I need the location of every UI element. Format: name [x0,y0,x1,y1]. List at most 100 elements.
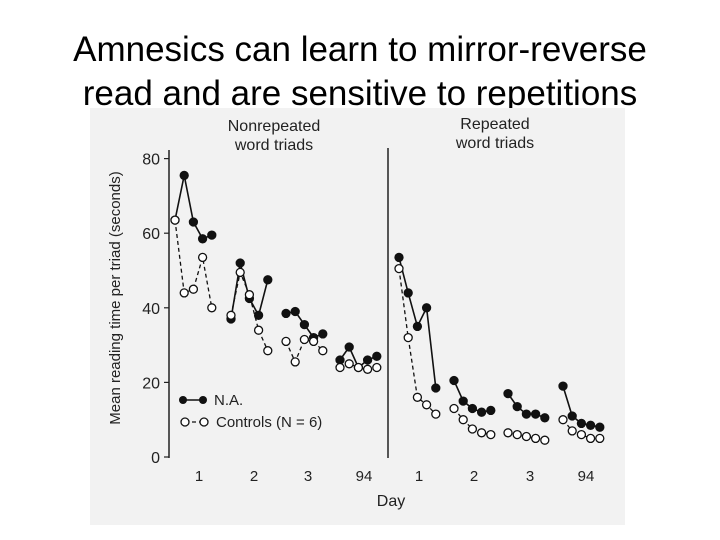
controls-data-point [431,409,441,419]
controls-data-point [449,403,459,414]
panel-left-title-line-1: Nonrepeated [228,118,321,135]
controls-data-point [576,429,587,440]
controls-data-point [458,415,468,425]
controls-data-point [467,424,478,434]
controls-data-point [512,429,522,440]
legend-controls-label: Controls (N = 6) [216,414,322,431]
day-tick-label: 3 [304,468,312,485]
na-data-point [179,170,189,181]
reading-time-chart: Mean reading time per triad (seconds) No… [107,116,605,510]
y-axis-label: Mean reading time per triad (seconds) [107,171,124,424]
controls-data-point [207,303,217,313]
controls-data-point [421,400,432,410]
controls-data-point [179,288,189,298]
na-data-point [188,217,199,227]
controls-data-point [281,336,291,347]
controls-data-point [486,429,496,440]
controls-data-point [476,428,487,438]
controls-series-line [453,408,491,436]
controls-data-point [197,252,208,263]
panel-right-title-line-1: Repeated [460,116,529,133]
controls-data-point [558,415,568,425]
y-tick-label: 0 [151,450,160,467]
controls-data-point [308,336,319,347]
controls-data-point [299,334,310,345]
na-data-point [412,321,423,332]
controls-data-point [263,346,273,356]
controls-data-point [540,435,550,445]
controls-data-point [344,359,354,369]
controls-data-point [362,364,373,374]
controls-data-point [318,346,328,356]
panel-left-title-line-2: word triads [234,137,313,154]
na-data-point [431,383,441,393]
controls-data-point [372,362,382,373]
na-data-point [403,288,413,298]
y-tick-label: 40 [142,301,160,318]
legend-na-marker [179,396,187,404]
y-axis-ticks: 0 20 40 60 80 [142,152,169,467]
y-tick-label: 60 [142,226,160,243]
day-tick-label: 94 [356,468,373,485]
na-data-point [362,355,373,365]
na-data-point [263,275,273,285]
na-data-point [540,413,550,423]
legend-controls-marker [180,417,190,427]
legend-na-label: N.A. [214,392,243,409]
na-data-point [344,342,354,352]
na-data-point [521,409,532,419]
controls-series-line [174,220,213,308]
na-data-point [207,230,217,240]
controls-data-point [226,310,236,320]
controls-data-point [235,267,245,278]
controls-data-point [394,263,404,274]
day-tick-label: 3 [526,468,534,485]
na-data-point [235,258,245,268]
controls-data-point [353,362,364,373]
na-data-point [449,375,459,386]
controls-series-line [285,338,324,364]
na-data-point [512,401,522,412]
na-data-point [335,355,345,365]
na-data-point [458,396,468,406]
slide-title-line-1: Amnesics can learn to mirror-reverse [73,30,647,69]
na-data-point [253,310,264,320]
controls-series-line [230,270,269,351]
na-data-point [281,308,291,319]
y-tick-label: 20 [142,375,160,392]
na-data-point [394,252,404,263]
legend: N.A. Controls (N = 6) [179,392,322,431]
x-axis-label: Day [377,493,405,510]
controls-data-point [335,362,345,373]
day-tick-label: 94 [578,468,595,485]
slide-title-line-2: read and are sensitive to repetitions [82,74,638,113]
series-layer [170,170,605,445]
figure-panel: Mean reading time per triad (seconds) No… [90,108,625,525]
panel-right-title-line-2: word triads [455,135,534,152]
na-data-point [476,407,487,417]
legend-controls-marker [199,417,209,427]
controls-data-point [290,357,300,367]
na-data-point [421,303,432,313]
na-data-point [197,234,208,244]
na-data-point [530,409,541,419]
day-tick-label: 1 [415,468,423,485]
controls-data-point [585,433,596,444]
controls-data-point [521,431,532,442]
controls-data-point [412,392,423,402]
na-data-point [558,381,568,391]
na-data-point [318,329,328,339]
na-data-point [486,405,496,416]
na-data-point [372,351,382,361]
na-data-point [467,403,478,414]
legend-na-marker [199,396,207,404]
controls-data-point [170,215,180,225]
controls-data-point [595,433,605,444]
na-data-point [503,388,513,399]
na-data-point [585,420,596,430]
na-data-point [595,422,605,432]
controls-data-point [567,426,577,436]
na-data-point [576,418,587,429]
na-data-point [299,319,310,330]
controls-data-point [403,332,413,343]
